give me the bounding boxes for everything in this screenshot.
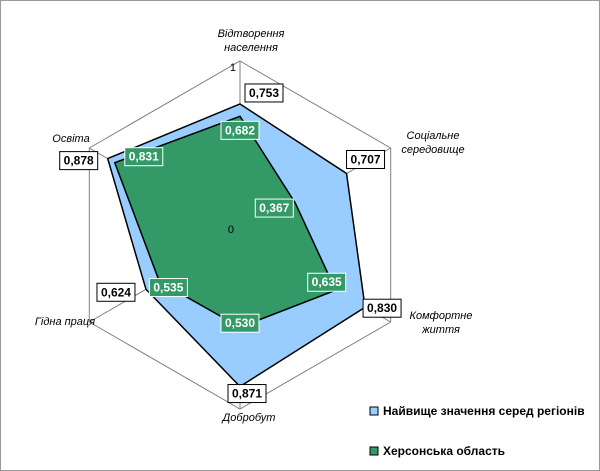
data-label-kherson-1: 0,682 [225,123,255,137]
tick-label-min: 0 [228,224,234,236]
legend-swatch-highest [369,406,379,416]
tick-label-max: 1 [230,62,236,74]
data-label-kherson-5: 0,535 [153,281,183,295]
data-label-highest-2: 0,707 [351,152,381,166]
data-label-kherson-4: 0,530 [225,316,255,330]
data-label-kherson-6: 0,831 [129,150,159,164]
data-label-box-kherson-4 [220,313,260,333]
axis-label-1: Відтворення населення [218,28,285,54]
axis-label-2: Соціальне середовище [401,130,464,156]
legend-label-kherson: Херсонська область [383,444,505,458]
data-label-highest-4: 0,871 [232,387,262,401]
axis-label-4: Добробут [221,412,276,424]
legend-swatch-kherson [369,446,379,456]
axis-label-3: Комфортне життя [410,310,473,336]
data-label-highest-6: 0,878 [64,154,94,168]
data-label-box-highest-1 [244,83,284,103]
axis-label-6: Освіта [52,133,89,145]
data-label-highest-3: 0,830 [367,301,397,315]
data-label-box-highest-3 [362,298,402,318]
data-label-box-highest-5 [96,282,136,302]
data-label-box-highest-2 [346,149,386,169]
data-label-kherson-2: 0,367 [259,201,289,215]
data-label-box-kherson-2 [254,198,294,218]
data-label-box-kherson-6 [124,147,164,167]
data-label-box-kherson-5 [148,278,188,298]
data-label-box-highest-6 [59,151,99,171]
data-label-box-kherson-3 [307,272,347,292]
data-label-highest-5: 0,624 [101,285,131,299]
data-label-kherson-3: 0,635 [312,275,342,289]
legend-label-highest: Найвище значення серед регіонів [383,404,585,418]
data-label-box-kherson-1 [220,120,260,140]
data-label-box-highest-4 [227,384,267,404]
axis-label-5: Гідна праця [35,316,95,328]
data-label-highest-1: 0,753 [249,86,279,100]
